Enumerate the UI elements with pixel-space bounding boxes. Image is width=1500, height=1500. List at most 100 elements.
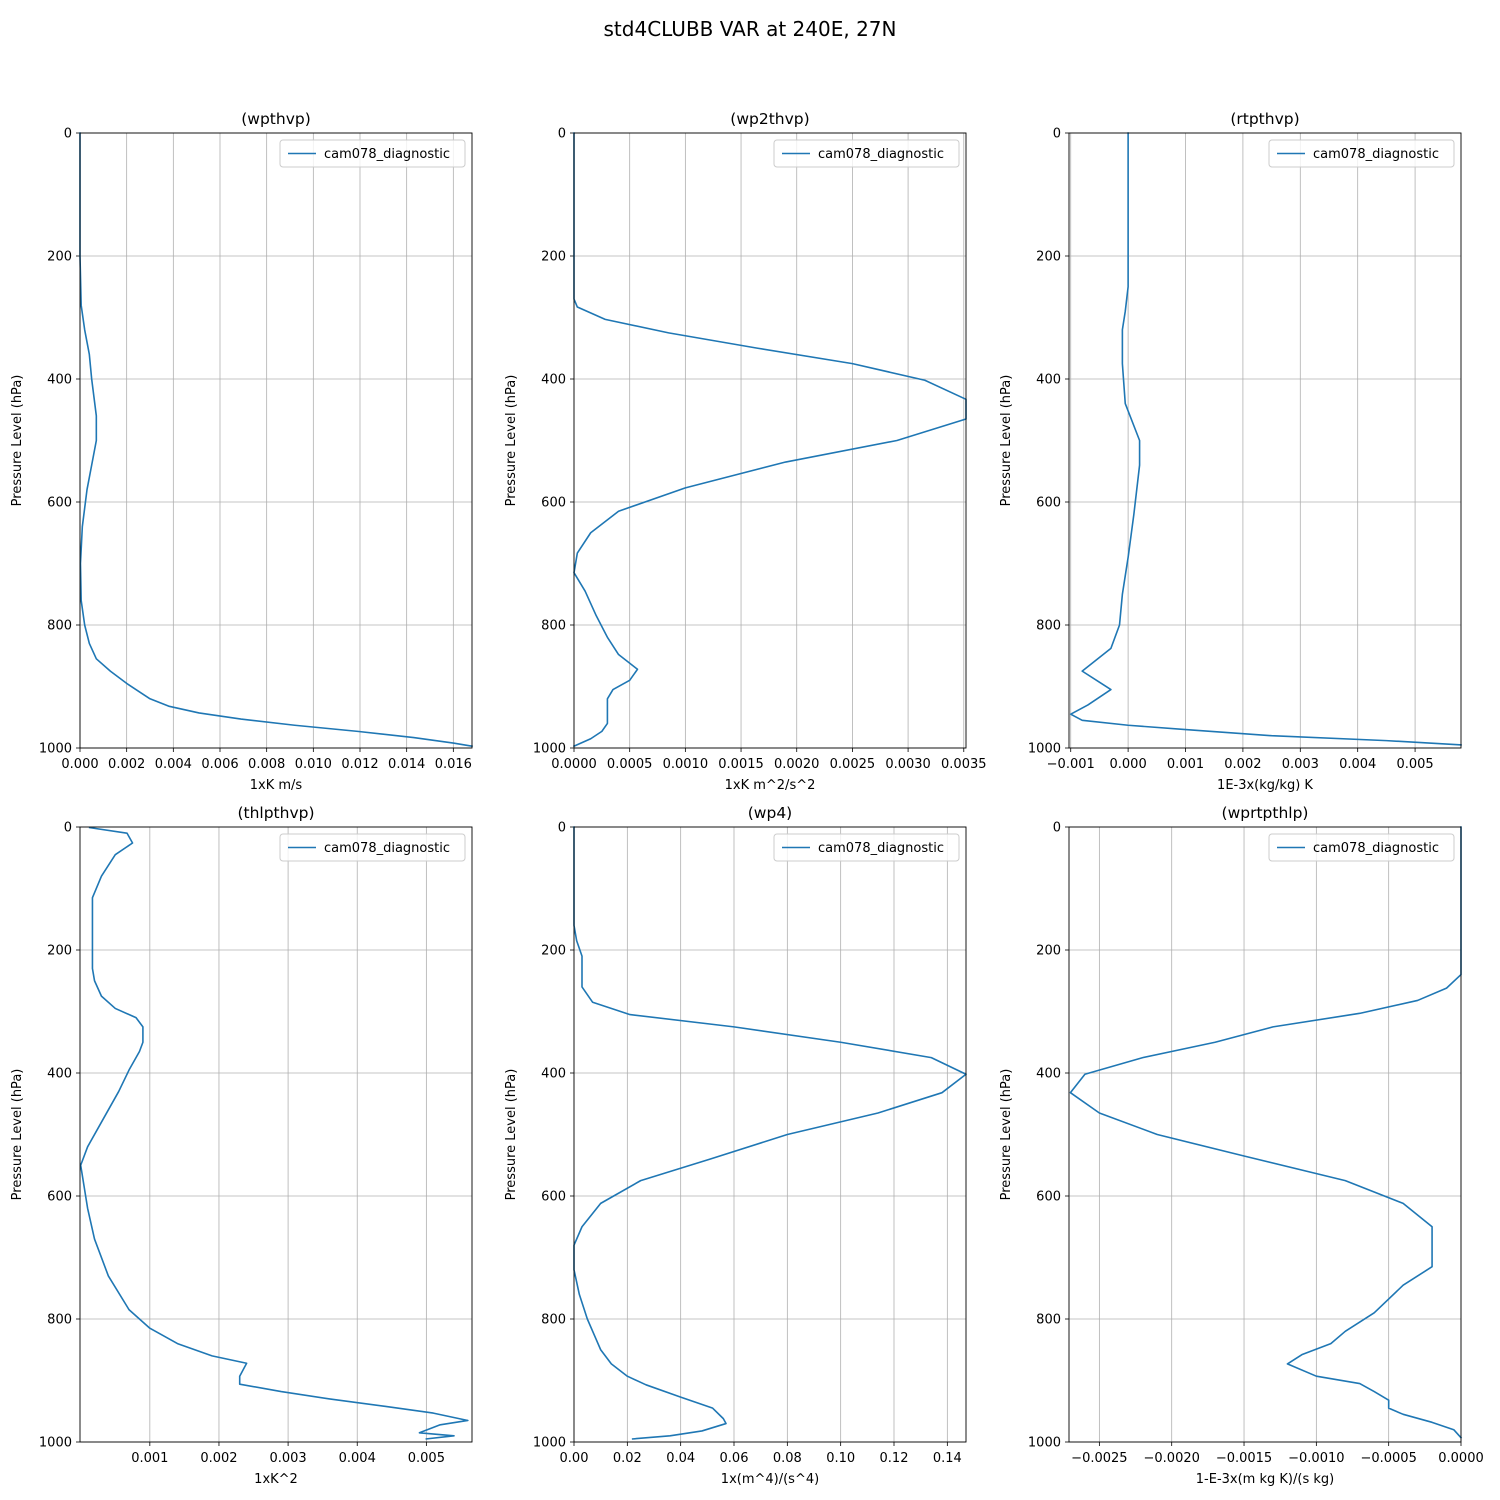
- legend-label: cam078_diagnostic: [1313, 147, 1439, 162]
- grid: [573, 132, 966, 749]
- x-tick-label: 0.006: [201, 757, 238, 772]
- x-tick-label: 0.000: [1110, 757, 1147, 772]
- subplot-5: 0.00 0.02 0.04 0.06 0.08 0.10 0.12 0.14 0 200 400 6…: [504, 804, 967, 1487]
- x-tick-label: 0.002: [1224, 757, 1261, 772]
- legend-label: cam078_diagnostic: [818, 147, 944, 162]
- x-tick-label: 0.014: [388, 757, 425, 772]
- legend-box: [773, 833, 960, 862]
- series-line-1: [79, 132, 473, 748]
- y-tick-label: 1000: [1028, 1436, 1061, 1451]
- legend-box: [773, 139, 960, 168]
- x-tick-label: 0.001: [1167, 757, 1204, 772]
- subplot-title: (wpthvp): [241, 110, 311, 128]
- y-axis-label: Pressure Level (hPa): [10, 375, 25, 507]
- y-tick-label: 800: [47, 1313, 72, 1328]
- series-line-1: [572, 132, 967, 748]
- figure-suptitle: std4CLUBB VAR at 240E, 27N: [604, 17, 897, 41]
- series-line-1: [1069, 132, 1462, 746]
- x-tick-label: 0.004: [155, 757, 192, 772]
- legend: cam078_diagnostic: [1268, 139, 1455, 168]
- x-tick-label: 0.000: [61, 757, 98, 772]
- y-axis-label: Pressure Level (hPa): [504, 1069, 519, 1201]
- legend-box: [1268, 139, 1455, 168]
- subplot-title: (wp4): [748, 804, 792, 822]
- y-tick-label: 0: [558, 821, 566, 836]
- x-tick-label: 0.016: [435, 757, 472, 772]
- x-tick-label: −0.0020: [1144, 1451, 1200, 1466]
- axes-frame: [573, 132, 967, 749]
- legend-label: cam078_diagnostic: [818, 841, 944, 856]
- axes-frame: [79, 826, 473, 1443]
- x-tick-label: 0.002: [108, 757, 145, 772]
- subplots: 0.000 0.002 0.004 0.006 0.008 0.010 0.012 0.014…: [10, 110, 1484, 1487]
- x-axis-label: 1xK m/s: [250, 778, 303, 793]
- x-tick-label: 0.004: [339, 1451, 376, 1466]
- x-tick-label: −0.0010: [1288, 1451, 1344, 1466]
- y-tick-label: 800: [541, 1313, 566, 1328]
- y-tick-label: 1000: [39, 1436, 72, 1451]
- subplot-6: −0.0025 −0.0020 −0.0015 −0.0010 −0.0005 0.000…: [999, 804, 1484, 1487]
- axes-frame: [1068, 826, 1462, 1443]
- legend: cam078_diagnostic: [279, 139, 466, 168]
- x-tick-label: 0.0010: [663, 757, 709, 772]
- legend-label: cam078_diagnostic: [324, 841, 450, 856]
- y-axis-label: Pressure Level (hPa): [504, 375, 519, 507]
- x-axis-label: 1-E-3x(m kg K)/(s kg): [1196, 1472, 1334, 1487]
- x-tick-label: 0.0005: [607, 757, 653, 772]
- x-tick-label: 0.010: [295, 757, 332, 772]
- axes-frame: [573, 826, 967, 1443]
- x-tick-label: 0.06: [720, 1451, 749, 1466]
- x-tick-label: −0.0005: [1360, 1451, 1416, 1466]
- x-tick-label: 0.001: [131, 1451, 168, 1466]
- series-line-1: [1069, 826, 1463, 1439]
- x-tick-label: −0.001: [1047, 757, 1095, 772]
- subplot-1: 0.000 0.002 0.004 0.006 0.008 0.010 0.012 0.014…: [10, 110, 473, 793]
- y-tick-label: 200: [541, 944, 566, 959]
- y-tick-label: 600: [1036, 1190, 1061, 1205]
- y-tick-label: 800: [541, 619, 566, 634]
- subplot-title: (wprtpthlp): [1222, 804, 1309, 822]
- y-axis-label: Pressure Level (hPa): [10, 1069, 25, 1201]
- y-tick-label: 600: [541, 496, 566, 511]
- y-tick-label: 0: [64, 821, 72, 836]
- y-tick-label: 400: [1036, 373, 1061, 388]
- x-tick-label: 0.0030: [885, 757, 931, 772]
- y-tick-label: 0: [64, 127, 72, 142]
- y-tick-label: 800: [1036, 619, 1061, 634]
- y-tick-label: 200: [47, 250, 72, 265]
- y-tick-label: 400: [47, 1067, 72, 1082]
- legend: cam078_diagnostic: [773, 139, 960, 168]
- x-tick-label: 0.005: [1396, 757, 1433, 772]
- x-tick-label: 0.14: [933, 1451, 962, 1466]
- x-tick-label: 0.012: [341, 757, 378, 772]
- legend-box: [1268, 833, 1455, 862]
- subplot-4: 0.001 0.002 0.003 0.004 0.005 0 200 400 600 800 10…: [10, 804, 473, 1487]
- y-tick-label: 1000: [533, 742, 566, 757]
- y-tick-label: 400: [541, 1067, 566, 1082]
- y-tick-label: 200: [47, 944, 72, 959]
- y-tick-label: 1000: [1028, 742, 1061, 757]
- y-tick-label: 800: [47, 619, 72, 634]
- y-axis-label: Pressure Level (hPa): [999, 375, 1014, 507]
- y-tick-label: 0: [1053, 127, 1061, 142]
- legend: cam078_diagnostic: [773, 833, 960, 862]
- subplot-title: (wp2thvp): [730, 110, 809, 128]
- subplot-2: 0.0000 0.0005 0.0010 0.0015 0.0020 0.0025 0.00…: [504, 110, 987, 793]
- x-axis-label: 1xK^2: [254, 1472, 298, 1487]
- y-tick-label: 1000: [533, 1436, 566, 1451]
- x-tick-label: 0.008: [248, 757, 285, 772]
- subplot-title: (thlpthvp): [237, 804, 314, 822]
- subplot-title: (rtpthvp): [1230, 110, 1299, 128]
- y-tick-label: 400: [1036, 1067, 1061, 1082]
- x-axis-label: 1E-3x(kg/kg) K: [1217, 778, 1313, 793]
- x-tick-label: 0.003: [269, 1451, 306, 1466]
- y-tick-label: 400: [541, 373, 566, 388]
- subplot-3: −0.001 0.000 0.001 0.002 0.003 0.004 0.005 0 200…: [999, 110, 1462, 793]
- legend-label: cam078_diagnostic: [1313, 841, 1439, 856]
- series-line-1: [573, 826, 967, 1440]
- y-tick-label: 600: [541, 1190, 566, 1205]
- y-tick-label: 1000: [39, 742, 72, 757]
- legend-label: cam078_diagnostic: [324, 147, 450, 162]
- y-tick-label: 600: [47, 1190, 72, 1205]
